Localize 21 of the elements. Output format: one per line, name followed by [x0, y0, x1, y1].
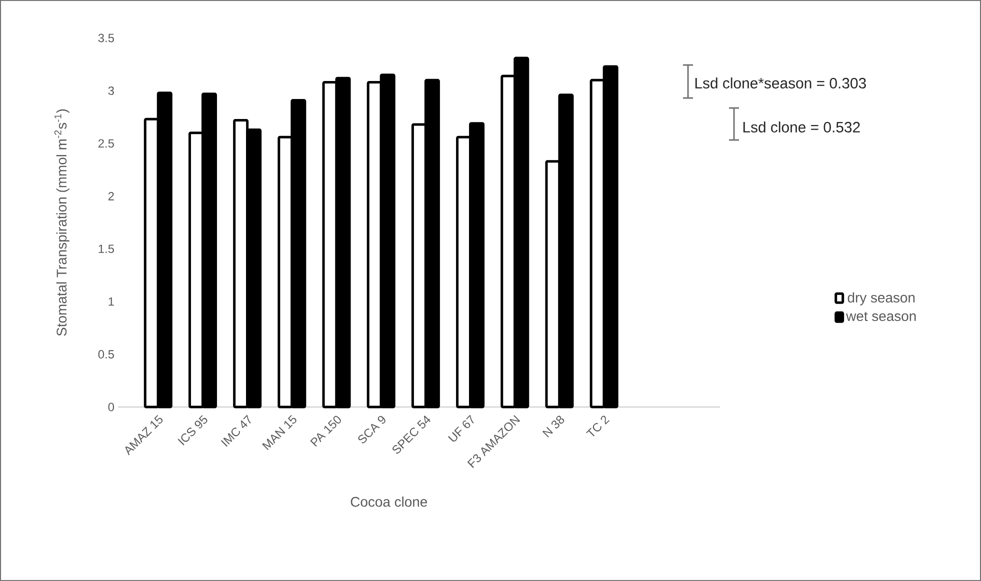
y-tick-label: 0: [108, 402, 114, 412]
y-tick-label: 2.5: [98, 139, 114, 148]
x-tick-label: ICS 95: [178, 415, 208, 446]
y-tick-label: 0.5: [98, 350, 114, 359]
x-axis-title: Cocoa clone: [350, 496, 428, 507]
y-tick-label: 3: [108, 86, 114, 95]
x-tick-label: IMC 47: [220, 414, 251, 447]
y-tick-label: 2: [108, 192, 114, 200]
y-tick-label: 1.5: [98, 244, 114, 254]
x-tick-label: N 38: [542, 416, 564, 438]
text: Lsd clone = 0.532: [743, 122, 860, 132]
text: Lsd clone*season = 0.303: [695, 78, 866, 88]
x-tick-label: UF 67: [448, 414, 474, 442]
x-tick-label: PA 150: [310, 416, 341, 447]
y-axis-title: Stomatal Transpiration (mmol m$^{-2}$s$^{-1}$): [54, 109, 70, 336]
legend-label: wet season: [846, 312, 916, 322]
legend-label: dry season: [848, 292, 915, 306]
x-tick-label: SCA 9: [358, 416, 386, 444]
y-tick-label: 1: [108, 297, 114, 306]
x-tick-label: TC 2: [586, 416, 610, 436]
y-tick-label: 3.5: [98, 34, 114, 42]
